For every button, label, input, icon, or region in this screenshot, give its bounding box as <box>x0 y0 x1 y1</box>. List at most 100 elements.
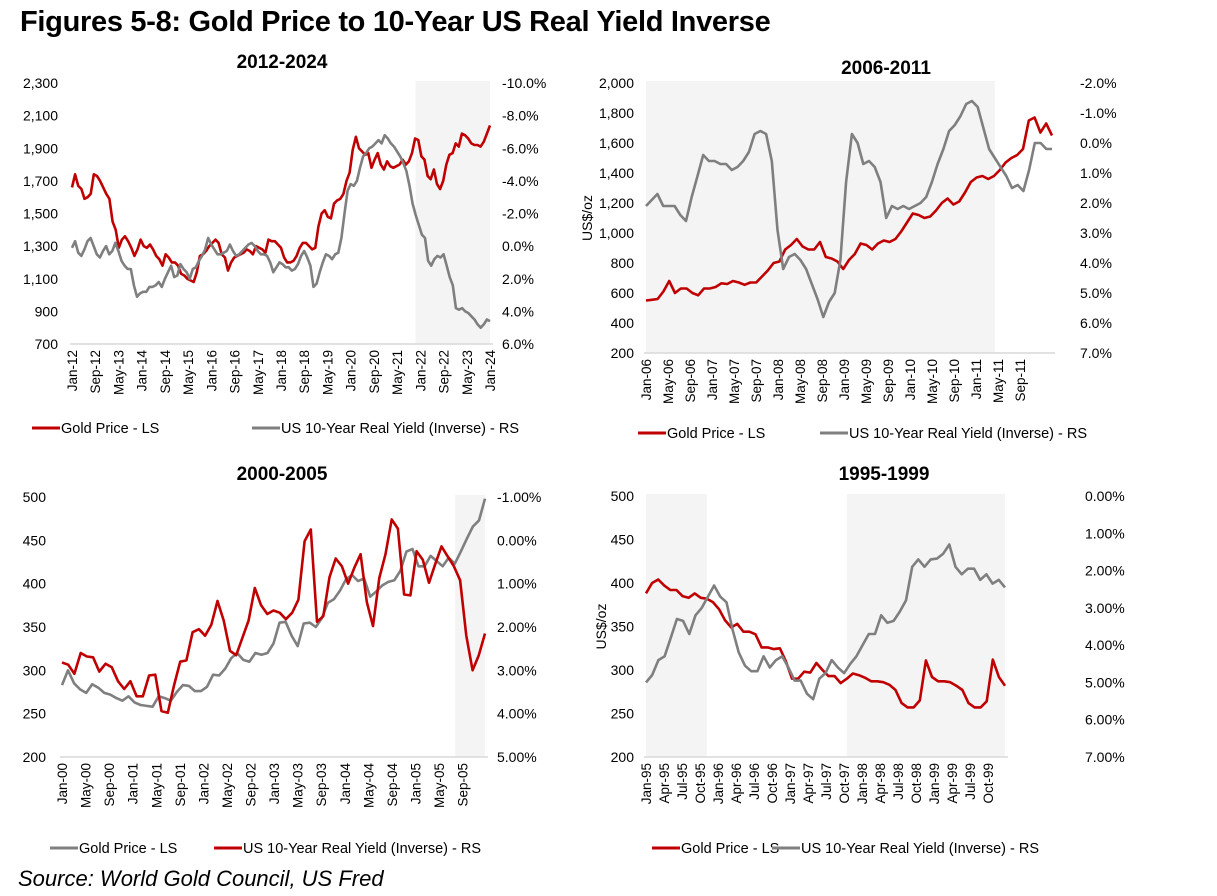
legend-label: US 10-Year Real Yield (Inverse) - RS <box>849 426 1087 442</box>
x-axis-tick-label: May-02 <box>220 763 235 808</box>
left-axis-tick-label: 1,800 <box>599 105 634 121</box>
x-axis-tick-label: Jan-07 <box>705 359 720 400</box>
right-axis-tick-label: 0.0% <box>1080 135 1112 151</box>
legend-label: US 10-Year Real Yield (Inverse) - RS <box>281 421 519 437</box>
x-axis-tick-label: Jan-96 <box>711 763 726 804</box>
x-axis-tick-label: Jan-05 <box>408 763 423 804</box>
x-axis-tick-label: Jul-96 <box>747 763 762 800</box>
chart-title: 1995-1999 <box>839 464 930 485</box>
x-axis-tick-label: Jan-22 <box>413 350 428 391</box>
right-axis-tick-label: 4.0% <box>1080 255 1112 271</box>
right-axis-tick-label: 2.0% <box>502 271 534 287</box>
left-axis-tick-label: 300 <box>23 662 47 678</box>
chart-title: 2000-2005 <box>237 464 328 485</box>
left-axis-tick-label: 400 <box>23 576 47 592</box>
x-axis-tick-label: May-03 <box>291 763 306 808</box>
x-axis-tick-label: Oct-96 <box>765 763 780 804</box>
x-axis-tick-label: Sep-10 <box>947 359 962 403</box>
y-axis-label: US$/oz <box>593 604 609 650</box>
left-axis-tick-label: 1,900 <box>23 140 58 156</box>
right-axis-tick-label: -1.00% <box>497 489 541 505</box>
x-axis-tick-label: Jan-18 <box>274 350 289 391</box>
x-axis-tick-label: Sep-02 <box>244 763 259 807</box>
x-axis-tick-label: Jan-03 <box>267 763 282 804</box>
legend-label: US 10-Year Real Yield (Inverse) - RS <box>801 841 1039 857</box>
x-axis-tick-label: Sep-22 <box>437 350 452 394</box>
right-axis-tick-label: 6.0% <box>1080 315 1112 331</box>
left-axis-tick-label: 1,200 <box>599 195 634 211</box>
right-axis-tick-label: 1.00% <box>497 576 537 592</box>
x-axis-tick-label: Jan-20 <box>344 350 359 391</box>
x-axis-tick-label: Jan-98 <box>855 763 870 804</box>
left-axis-tick-label: 200 <box>611 749 635 765</box>
left-axis-tick-label: 300 <box>611 662 635 678</box>
right-axis-tick-label: 1.0% <box>1080 165 1112 181</box>
x-axis-tick-label: May-05 <box>432 763 447 808</box>
legend-label: US 10-Year Real Yield (Inverse) - RS <box>243 841 481 857</box>
shaded-period <box>846 494 1005 757</box>
source-note: Source: World Gold Council, US Fred <box>18 866 384 891</box>
left-axis-tick-label: 2,100 <box>23 108 58 124</box>
right-axis-tick-label: -8.0% <box>502 108 539 124</box>
x-axis-tick-label: May-17 <box>251 350 266 395</box>
x-axis-tick-label: May-19 <box>320 350 335 395</box>
right-axis-tick-label: 3.00% <box>497 662 537 678</box>
x-axis-tick-label: May-11 <box>991 359 1006 403</box>
x-axis-tick-label: Sep-08 <box>815 359 830 403</box>
shaded-period <box>415 81 490 344</box>
right-axis-tick-label: 2.0% <box>1080 195 1112 211</box>
x-axis-tick-label: Jan-10 <box>903 359 918 400</box>
left-axis-tick-label: 700 <box>35 336 59 352</box>
left-axis-tick-label: 500 <box>23 489 47 505</box>
chart-2006-2011: 2006-2011 2,000 1,800 1,600 1,400 1,200 1,000 8… <box>579 58 1117 442</box>
right-axis-tick-label: 6.0% <box>502 336 534 352</box>
x-axis-tick-label: Jan-02 <box>196 763 211 804</box>
series-line-gold-price <box>60 498 487 708</box>
chart-2012-2024: 2012-2024 2,300 2,100 1,900 1,700 1,500 1,300 1… <box>23 52 546 437</box>
legend-label: Gold Price - LS <box>681 841 779 857</box>
left-axis-tick-label: 2,000 <box>599 75 634 91</box>
x-axis-tick-label: Sep-16 <box>228 350 243 394</box>
left-axis-tick-label: 250 <box>23 706 47 722</box>
chart-title: 2006-2011 <box>841 58 931 79</box>
x-axis-tick-label: Sep-07 <box>749 359 764 403</box>
right-axis-tick-label: 2.00% <box>1085 563 1125 579</box>
left-axis-tick-label: 600 <box>611 285 635 301</box>
chart-2000-2005: 2000-2005 500 450 400 350 300 250 200 -1.00% 0.00… <box>23 464 542 857</box>
right-axis-tick-label: -2.0% <box>1080 75 1117 91</box>
x-axis-tick-label: May-06 <box>661 359 676 404</box>
left-axis-tick-label: 250 <box>611 706 635 722</box>
left-axis-tick-label: 200 <box>23 749 47 765</box>
right-axis-tick-label: -6.0% <box>502 140 539 156</box>
x-axis-tick-label: May-15 <box>181 350 196 395</box>
x-axis-tick-label: Jan-16 <box>204 350 219 391</box>
left-axis-tick-label: 200 <box>611 345 635 361</box>
x-axis-tick-label: Jan-14 <box>135 350 150 392</box>
right-axis-tick-label: 4.00% <box>497 706 537 722</box>
left-axis-tick-label: 400 <box>611 575 635 591</box>
x-axis-tick-label: Sep-05 <box>456 763 471 807</box>
x-axis-tick-label: Apr-95 <box>657 763 672 804</box>
x-axis-tick-label: Jan-01 <box>126 763 141 804</box>
right-axis-tick-label: 7.00% <box>1085 749 1125 765</box>
right-axis-tick-label: 3.00% <box>1085 600 1125 616</box>
right-axis-tick-label: 0.0% <box>502 238 534 254</box>
left-axis-tick-label: 1,300 <box>23 238 58 254</box>
left-axis-tick-label: 400 <box>611 315 635 331</box>
shaded-period <box>455 495 485 757</box>
x-axis-tick-label: May-00 <box>79 763 94 808</box>
left-axis-tick-label: 1,400 <box>599 165 634 181</box>
x-axis-tick-label: Sep-20 <box>367 350 382 394</box>
x-axis-tick-label: Jan-97 <box>783 763 798 804</box>
x-axis-tick-label: Jan-04 <box>338 763 353 805</box>
x-axis-tick-label: Jan-08 <box>771 359 786 400</box>
x-axis-tick-label: May-23 <box>460 350 475 395</box>
chart-1995-1999: 1995-1999 500 450 400 350 300 250 200 0.00% 1.00%… <box>593 464 1125 857</box>
left-axis-tick-label: 1,700 <box>23 173 58 189</box>
x-axis-tick-label: May-07 <box>727 359 742 404</box>
left-axis-tick-label: 350 <box>23 619 47 635</box>
right-axis-tick-label: 7.0% <box>1080 345 1112 361</box>
x-axis-tick-label: Oct-95 <box>693 763 708 804</box>
x-axis-tick-label: Apr-97 <box>801 763 816 804</box>
right-axis-tick-label: -10.0% <box>502 75 546 91</box>
